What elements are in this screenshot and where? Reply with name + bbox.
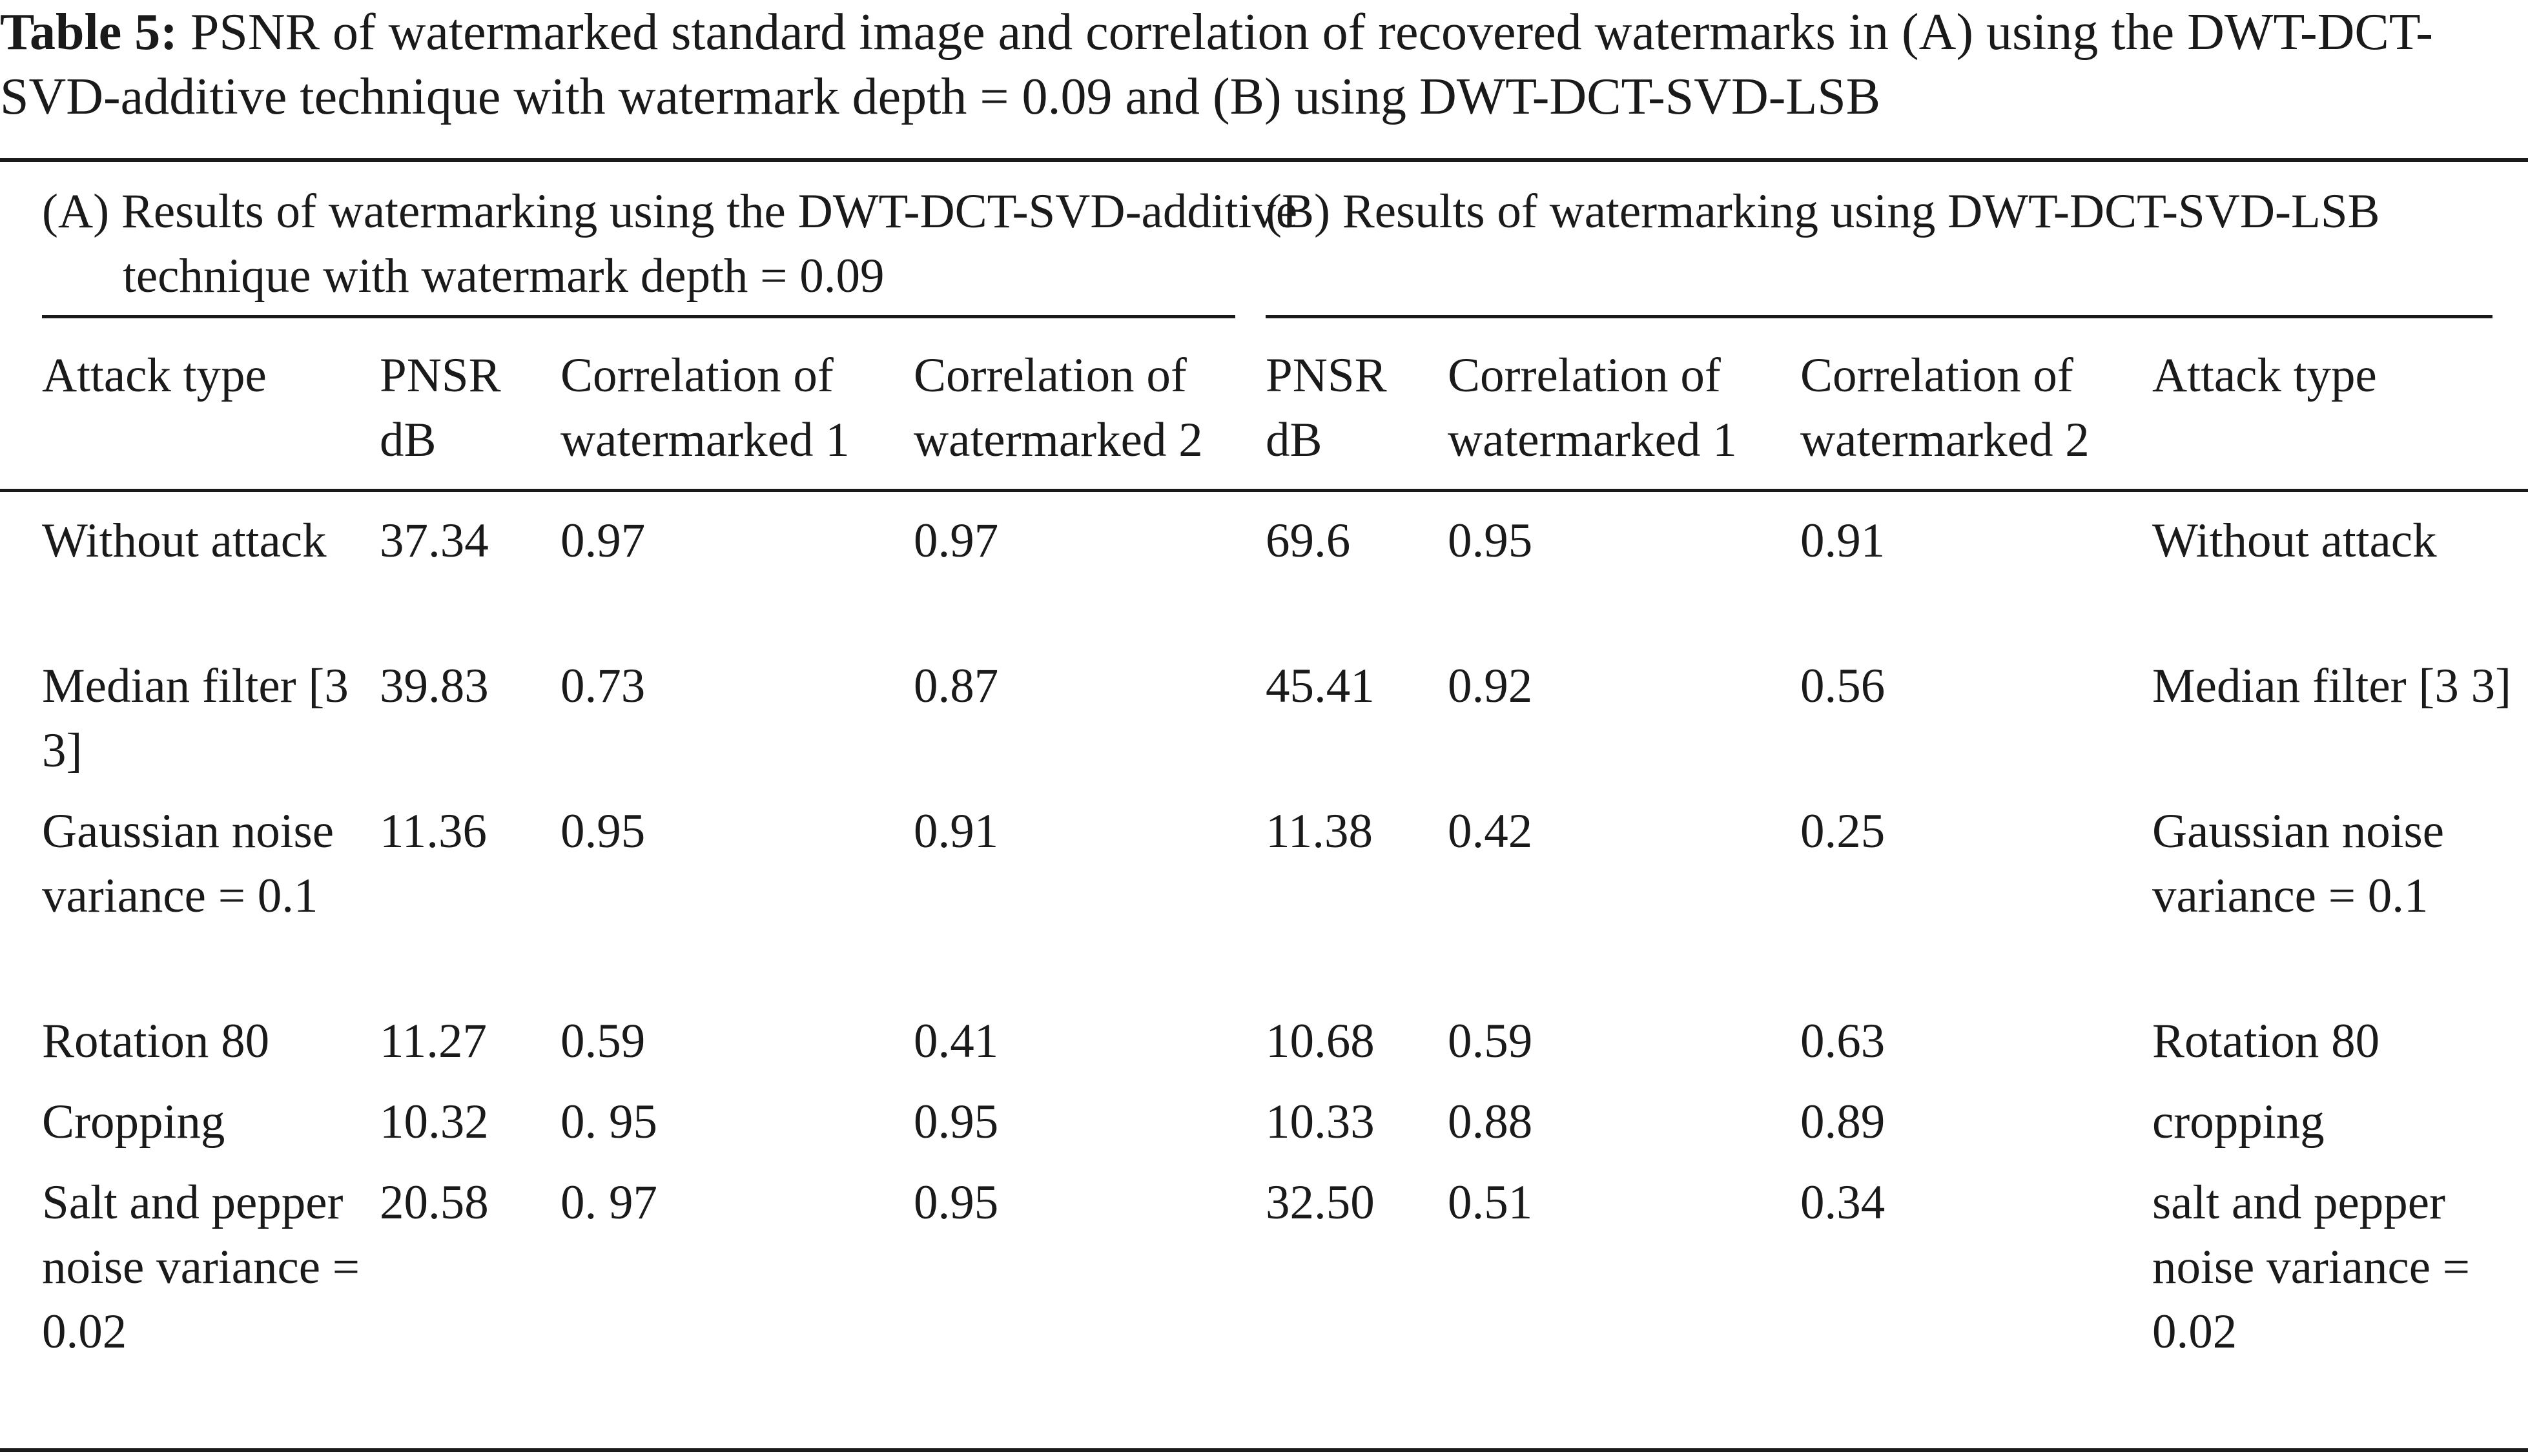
cell-corr2-a: 0.95 [914, 1176, 999, 1229]
cell-corr1-a: 0. 97 [560, 1176, 657, 1229]
table-caption: Table 5: PSNR of watermarked standard im… [0, 0, 2528, 129]
cell-corr2-a: 0.41 [914, 1014, 999, 1068]
header-corr1-b: Correlation of watermarked 1 [1448, 349, 1737, 467]
cell-attack-type-b: cropping [2152, 1095, 2325, 1149]
top-rule [0, 158, 2528, 162]
cell-corr1-a: 0.73 [560, 659, 646, 713]
cell-psnr-b: 11.38 [1266, 805, 1373, 858]
cell-attack-type-a: Rotation 80 [42, 1014, 270, 1068]
cell-corr1-b: 0.88 [1448, 1095, 1533, 1149]
cell-attack-type-b: Gaussian noise variance = 0.1 [2152, 805, 2445, 923]
cell-corr2-b: 0.89 [1800, 1095, 1886, 1149]
cell-corr2-b: 0.63 [1800, 1014, 1886, 1068]
cell-psnr-a: 10.32 [380, 1095, 489, 1149]
cell-corr1-a: 0.95 [560, 805, 646, 858]
cell-psnr-b: 10.33 [1266, 1095, 1375, 1149]
cell-attack-type-b: Rotation 80 [2152, 1014, 2380, 1068]
cell-corr1-b: 0.42 [1448, 805, 1533, 858]
cell-attack-type-a: Cropping [42, 1095, 225, 1149]
group-a-header: (A) Results of watermarking using the DW… [42, 185, 1298, 303]
cell-corr2-b: 0.34 [1800, 1176, 1886, 1229]
group-b-header: (B) Results of watermarking using DWT-DC… [1266, 185, 2380, 238]
cell-corr2-a: 0.91 [914, 805, 999, 858]
cell-corr1-a: 0. 95 [560, 1095, 657, 1149]
header-psnr-a: PNSR dB [380, 349, 501, 467]
cell-attack-type-b: Without attack [2152, 514, 2437, 568]
cell-psnr-b: 32.50 [1266, 1176, 1375, 1229]
header-corr2-b: Correlation of watermarked 2 [1800, 349, 2090, 467]
cell-attack-type-a: Gaussian noise variance = 0.1 [42, 805, 334, 923]
header-rule [0, 489, 2528, 492]
header-psnr-b: PNSR dB [1266, 349, 1387, 467]
cell-psnr-a: 11.36 [380, 805, 487, 858]
header-corr1-a: Correlation of watermarked 1 [560, 349, 850, 467]
cell-psnr-a: 37.34 [380, 514, 489, 568]
cell-psnr-a: 39.83 [380, 659, 489, 713]
cell-corr1-b: 0.59 [1448, 1014, 1533, 1068]
cell-corr1-a: 0.59 [560, 1014, 646, 1068]
bottom-rule [0, 1448, 2528, 1452]
cell-psnr-a: 11.27 [380, 1014, 487, 1068]
cell-psnr-a: 20.58 [380, 1176, 489, 1229]
cell-attack-type-a: Without attack [42, 514, 327, 568]
group-b-rule [1266, 315, 2492, 318]
cell-psnr-b: 10.68 [1266, 1014, 1375, 1068]
caption-text: PSNR of watermarked standard image and c… [0, 4, 2433, 125]
cell-attack-type-b: Median filter [3 3] [2152, 659, 2512, 713]
cell-psnr-b: 45.41 [1266, 659, 1375, 713]
cell-corr2-b: 0.56 [1800, 659, 1886, 713]
cell-corr1-a: 0.97 [560, 514, 646, 568]
cell-corr2-a: 0.87 [914, 659, 999, 713]
cell-attack-type-a: Median filter [3 3] [42, 659, 349, 777]
cell-attack-type-b: salt and pepper noise variance = 0.02 [2152, 1176, 2471, 1359]
cell-corr2-b: 0.91 [1800, 514, 1886, 568]
cell-corr1-b: 0.51 [1448, 1176, 1533, 1229]
cell-corr2-a: 0.97 [914, 514, 999, 568]
group-a-rule [42, 315, 1235, 318]
header-corr2-a: Correlation of watermarked 2 [914, 349, 1203, 467]
cell-psnr-b: 69.6 [1266, 514, 1351, 568]
cell-attack-type-a: Salt and pepper noise variance = 0.02 [42, 1176, 360, 1359]
cell-corr2-b: 0.25 [1800, 805, 1886, 858]
cell-corr1-b: 0.92 [1448, 659, 1533, 713]
header-attack-type-b: Attack type [2152, 349, 2377, 402]
cell-corr2-a: 0.95 [914, 1095, 999, 1149]
table-label: Table 5: [0, 4, 178, 61]
header-attack-type-a: Attack type [42, 349, 267, 402]
cell-corr1-b: 0.95 [1448, 514, 1533, 568]
